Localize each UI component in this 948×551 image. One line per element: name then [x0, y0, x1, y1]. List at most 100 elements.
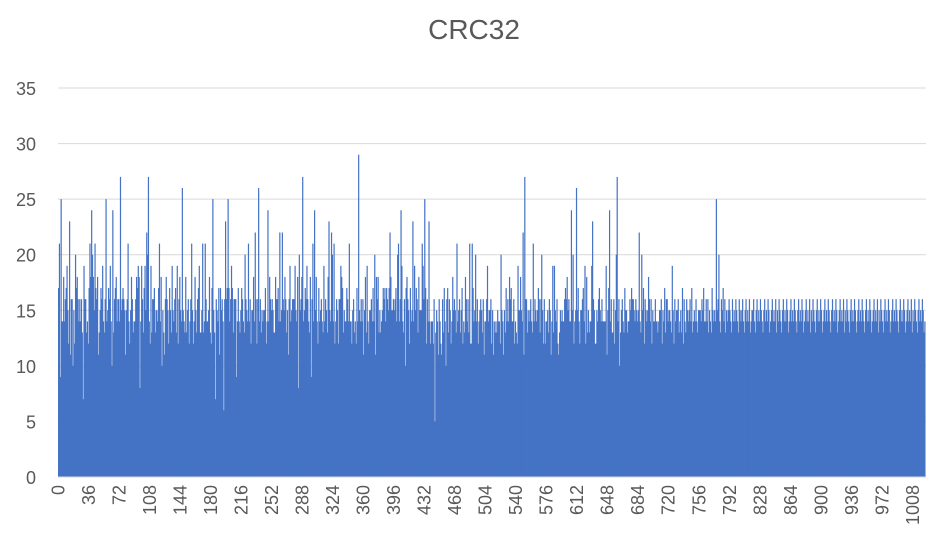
bar [746, 321, 748, 477]
bar [531, 332, 534, 477]
bar [625, 310, 627, 477]
x-axis-tick-labels: 0 36 72 108 144 180 216 252 288 324 360 396 432 468 50… [48, 485, 923, 525]
bar [175, 332, 178, 477]
bar [752, 310, 754, 477]
bar [140, 321, 142, 477]
bar [475, 254, 477, 477]
bar [345, 321, 347, 477]
bar [430, 343, 432, 477]
bar [623, 332, 625, 477]
bar [725, 310, 728, 477]
bar [265, 343, 267, 477]
bar [119, 176, 122, 477]
bar [132, 332, 134, 477]
bar [768, 310, 770, 477]
bar [835, 299, 837, 477]
bar [76, 276, 78, 477]
bar [107, 310, 109, 477]
bar [488, 310, 490, 477]
bar [228, 288, 230, 477]
bar [221, 299, 223, 477]
bar [794, 310, 796, 477]
x-tick-label: 252 [262, 485, 282, 515]
bar [751, 310, 753, 477]
bar [553, 332, 555, 477]
x-tick-label: 900 [811, 485, 831, 515]
x-tick-label: 1008 [903, 485, 923, 525]
bar [580, 310, 582, 477]
bar [102, 265, 104, 477]
bar [152, 299, 155, 477]
bar [103, 332, 105, 477]
bar [327, 276, 329, 477]
bar [636, 321, 639, 477]
bar [786, 310, 789, 477]
bar [293, 299, 295, 477]
bar [439, 321, 441, 477]
bar [684, 321, 686, 477]
bar [736, 310, 738, 477]
bar [179, 276, 181, 477]
bar [802, 310, 804, 477]
bar [650, 299, 652, 477]
bar [470, 343, 473, 477]
bar [192, 343, 194, 477]
x-tick-label: 216 [232, 485, 252, 515]
bar [537, 288, 539, 477]
bar [897, 321, 899, 477]
bar [237, 288, 239, 477]
bar [222, 321, 224, 477]
bar [376, 299, 378, 477]
bar [510, 288, 512, 477]
bar [818, 310, 820, 477]
bar [83, 265, 85, 477]
bar [372, 288, 374, 477]
bar [524, 176, 526, 477]
bar [714, 310, 716, 477]
bar [708, 332, 710, 477]
bar [657, 332, 659, 477]
bar [143, 288, 145, 477]
bar [186, 310, 189, 477]
bar [398, 321, 400, 477]
bar [659, 310, 662, 477]
bar [607, 310, 609, 477]
bar [535, 310, 537, 477]
bar [428, 221, 430, 477]
bar [780, 321, 782, 477]
bar [870, 332, 873, 477]
bar [156, 310, 158, 477]
bar [135, 299, 137, 477]
bar [382, 288, 384, 477]
bar [389, 232, 391, 477]
bar [126, 299, 128, 477]
bar [589, 321, 591, 477]
bar [119, 321, 121, 477]
bar [113, 332, 115, 477]
bar [412, 221, 414, 477]
bar [118, 299, 120, 477]
bar [88, 288, 90, 477]
bar [880, 299, 882, 477]
bar [421, 243, 423, 477]
bar [241, 288, 243, 477]
bar [291, 299, 294, 477]
bar [197, 299, 199, 477]
bar [749, 332, 751, 477]
bar [465, 299, 467, 477]
bar [364, 276, 367, 477]
x-tick-label: 720 [659, 485, 679, 515]
bar [669, 310, 671, 477]
bar [485, 321, 487, 477]
bar [833, 310, 835, 477]
bar [595, 343, 597, 477]
bar [832, 321, 834, 477]
bar [572, 254, 574, 477]
bar [560, 321, 562, 477]
bar [249, 299, 251, 477]
bar [108, 299, 111, 477]
bar [247, 321, 249, 477]
bar [473, 321, 475, 477]
bar [336, 310, 339, 477]
bar [267, 210, 269, 477]
